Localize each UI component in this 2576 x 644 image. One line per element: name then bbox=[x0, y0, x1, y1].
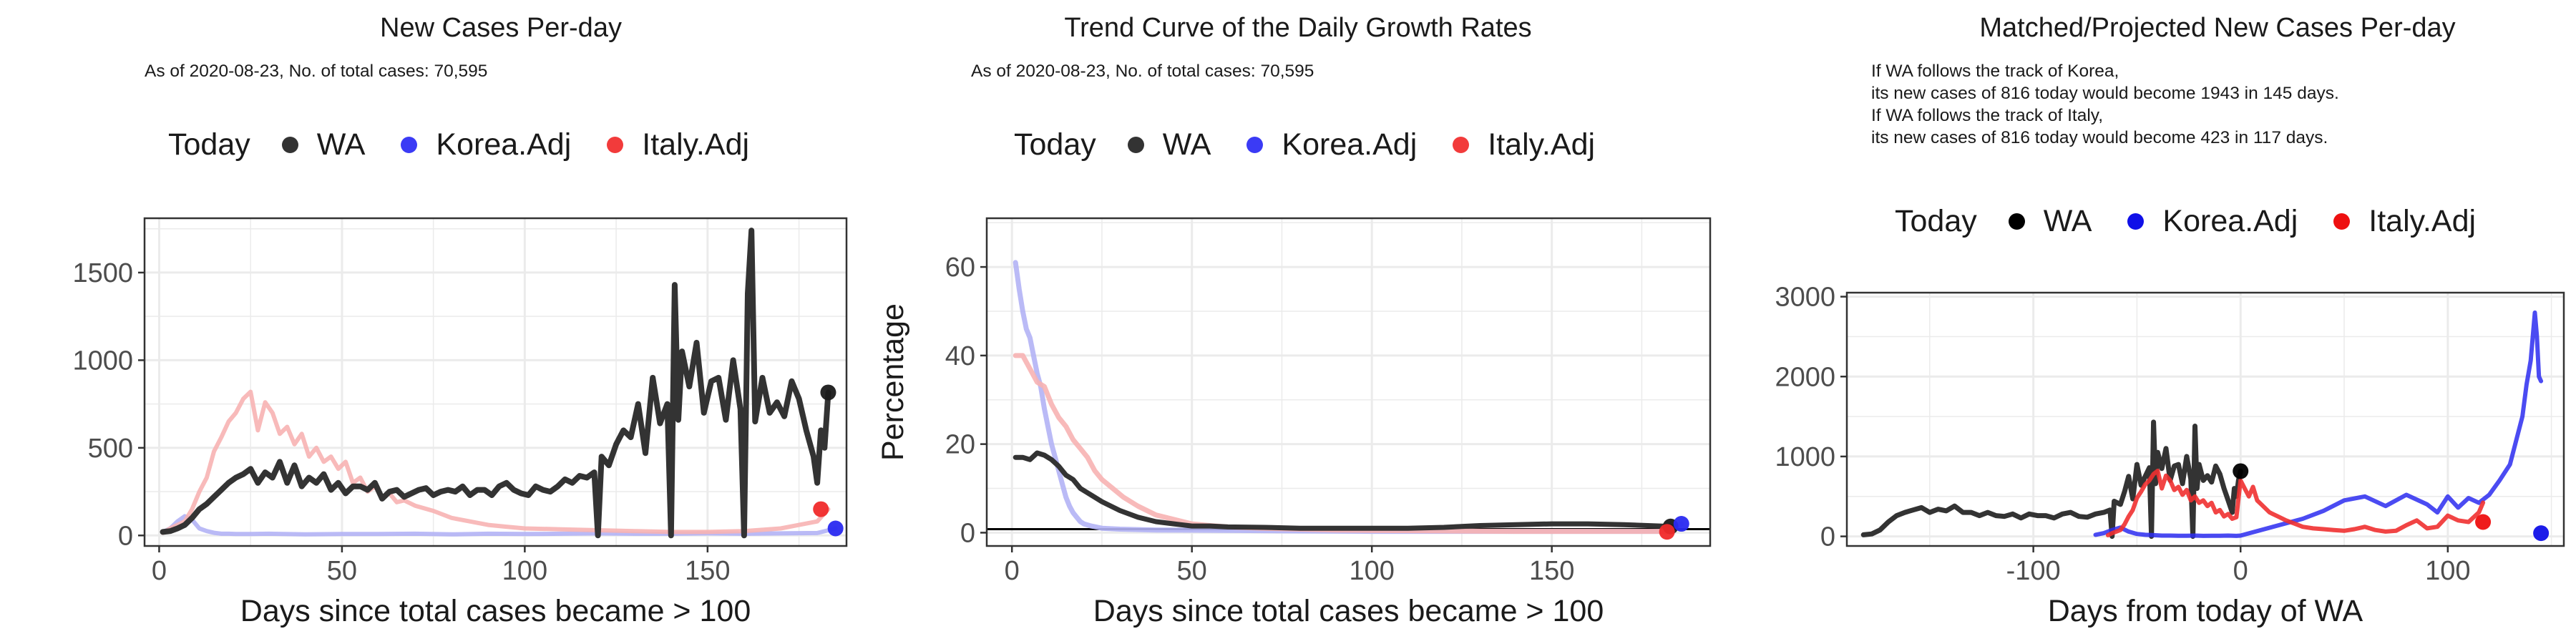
today-point-korea-adj bbox=[1673, 516, 1689, 532]
legend-label-korea: Korea.Adj bbox=[1282, 127, 1418, 162]
chart-2: 0 50 100 150 0 20 40 60 Days since total cases b… bbox=[876, 217, 1712, 628]
today-point-wa bbox=[2233, 463, 2249, 479]
panel-new-cases: New Cases Per-day As of 2020-08-23, No. … bbox=[0, 0, 859, 644]
legend-label-wa: WA bbox=[1162, 127, 1211, 162]
legend: Today WA Korea.Adj Italy.Adj bbox=[1014, 127, 1619, 162]
tick-label-y: 1500 bbox=[72, 258, 133, 288]
tick-label-y: 40 bbox=[945, 341, 975, 371]
tick-label-x: 100 bbox=[502, 556, 547, 586]
legend-title: Today bbox=[1014, 127, 1096, 162]
tick-label-x: 0 bbox=[152, 556, 167, 586]
legend-swatch-italy bbox=[607, 137, 624, 153]
tick-label-y: 2000 bbox=[1775, 362, 1835, 392]
legend-swatch-korea bbox=[1246, 137, 1264, 153]
plot-border bbox=[1845, 291, 2565, 547]
today-point-italy-adj bbox=[2475, 514, 2492, 530]
series-line-korea-adj bbox=[2093, 310, 2544, 538]
tick-label-y: 1000 bbox=[72, 346, 133, 376]
today-point-korea-adj bbox=[2533, 525, 2550, 542]
tick-label-y: 0 bbox=[1820, 522, 1835, 552]
legend-title: Today bbox=[168, 127, 250, 162]
legend-swatch-wa bbox=[2008, 213, 2025, 230]
legend-label-italy: Italy.Adj bbox=[2368, 204, 2477, 238]
x-axis-label: Days from today of WA bbox=[2048, 594, 2363, 628]
legend-label-korea: Korea.Adj bbox=[2162, 204, 2298, 238]
grid bbox=[987, 218, 1710, 546]
legend: Today WA Korea.Adj Italy.Adj bbox=[168, 127, 774, 162]
series-line-wa bbox=[1860, 419, 2243, 540]
x-axis-label: Days since total cases became > 100 bbox=[1093, 594, 1604, 628]
chart-subtitle-line-4: its new cases of 816 today would become … bbox=[1871, 128, 2328, 147]
legend-label-italy: Italy.Adj bbox=[1488, 127, 1596, 162]
today-point-wa bbox=[820, 384, 836, 401]
tick-label-y: 20 bbox=[945, 430, 975, 460]
tick-label-x: 100 bbox=[1349, 556, 1394, 586]
legend-swatch-wa bbox=[281, 137, 298, 153]
legend-swatch-wa bbox=[1127, 137, 1144, 153]
tick-label-x: 0 bbox=[1005, 556, 1020, 586]
tick-label-x: 150 bbox=[685, 556, 730, 586]
panel-projected: Matched/Projected New Cases Per-day If W… bbox=[1717, 0, 2576, 644]
grid bbox=[1847, 293, 2564, 546]
legend-swatch-korea bbox=[401, 137, 418, 153]
plot-border bbox=[143, 217, 848, 547]
tick-label-y: 0 bbox=[960, 518, 975, 548]
tick-label-x: 50 bbox=[1177, 556, 1207, 586]
x-axis-label: Days since total cases became > 100 bbox=[240, 594, 751, 628]
legend-swatch-italy bbox=[2333, 213, 2351, 230]
tick-label-x: 0 bbox=[2233, 556, 2248, 586]
legend: Today WA Korea.Adj Italy.Adj bbox=[1895, 204, 2500, 239]
legend-label-wa: WA bbox=[2043, 204, 2092, 238]
tick-label-y: 0 bbox=[118, 521, 133, 551]
tick-label-y: 60 bbox=[945, 253, 975, 283]
legend-swatch-italy bbox=[1453, 137, 1470, 153]
legend-label-italy: Italy.Adj bbox=[642, 127, 750, 162]
chart-subtitle-line-3: If WA follows the track of Italy, bbox=[1871, 106, 2104, 125]
tick-label-x: 50 bbox=[327, 556, 357, 586]
series-line-wa bbox=[1013, 450, 1674, 531]
tick-label-y: 500 bbox=[88, 434, 133, 464]
today-point-korea-adj bbox=[827, 520, 844, 537]
legend-label-korea: Korea.Adj bbox=[436, 127, 572, 162]
series-line-italy-adj bbox=[2105, 469, 2486, 537]
today-point-italy-adj bbox=[1659, 524, 1675, 540]
chart-subtitle: As of 2020-08-23, No. of total cases: 70… bbox=[971, 62, 1314, 81]
legend-swatch-korea bbox=[2127, 213, 2145, 230]
chart-title: New Cases Per-day bbox=[380, 13, 622, 43]
series-line-wa bbox=[160, 228, 831, 539]
legend-label-wa: WA bbox=[316, 127, 366, 162]
chart-subtitle-line-2: its new cases of 816 today would become … bbox=[1871, 84, 2339, 103]
today-point-italy-adj bbox=[813, 501, 829, 517]
chart-subtitle: As of 2020-08-23, No. of total cases: 70… bbox=[145, 62, 488, 81]
tick-label-y: 1000 bbox=[1775, 442, 1835, 472]
y-axis-label: Percentage bbox=[876, 303, 910, 461]
chart-title: Trend Curve of the Daily Growth Rates bbox=[1064, 13, 1532, 43]
tick-label-y: 3000 bbox=[1775, 283, 1835, 313]
tick-label-x: 150 bbox=[1529, 556, 1574, 586]
chart-subtitle-line-1: If WA follows the track of Korea, bbox=[1871, 62, 2119, 81]
panel-growth-rates: Trend Curve of the Daily Growth Rates As… bbox=[859, 0, 1717, 644]
legend-title: Today bbox=[1895, 204, 1977, 238]
tick-label-x: 100 bbox=[2425, 556, 2470, 586]
chart-title: Matched/Projected New Cases Per-day bbox=[1979, 13, 2456, 43]
tick-label-x: -100 bbox=[2006, 556, 2061, 586]
plot-border bbox=[985, 217, 1712, 547]
series-line-italy-adj bbox=[160, 389, 831, 535]
